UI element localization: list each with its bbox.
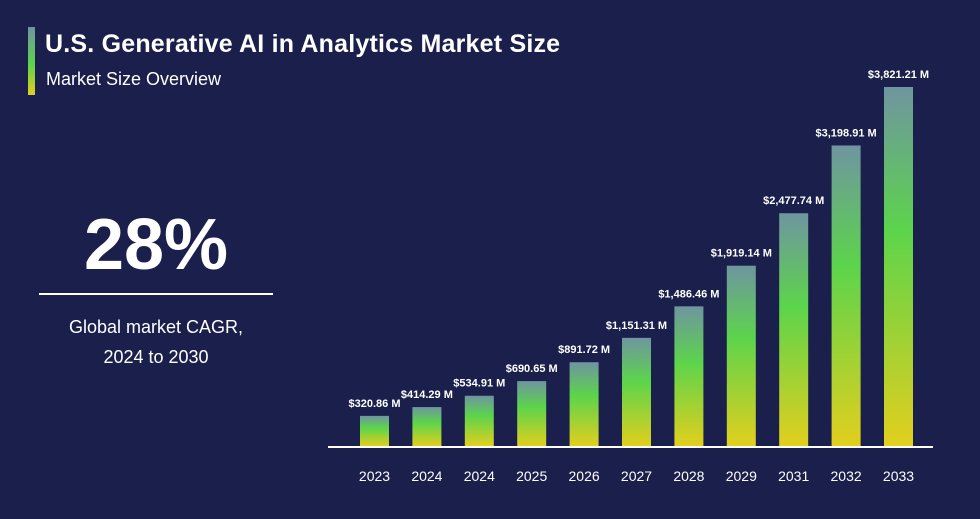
data-label: $690.65 M [506,363,558,375]
x-tick-label: 2026 [569,468,600,484]
bar-2024-1 [412,407,442,446]
data-label: $320.86 M [349,398,401,410]
data-label: $1,919.14 M [711,248,772,260]
bar-2023-0 [360,415,389,446]
x-tick-label: 2024 [411,468,442,484]
data-label: $3,821.21 M [868,69,929,81]
x-tick-label: 2029 [726,468,757,484]
bar-2027-5 [622,337,651,446]
data-label: $891.72 M [558,344,610,356]
x-tick-labels-group: 2023 2024 2024 2025 2026 2027 2028 2029 2031 2032… [359,468,914,484]
data-label: $1,486.46 M [658,288,719,300]
bar-2029-7 [726,265,756,446]
data-label: $2,477.74 M [763,195,824,207]
x-tick-label: 2033 [883,468,914,484]
bar-2033-10 [884,87,913,446]
x-tick-label: 2028 [673,468,704,484]
kpi-divider [39,293,273,295]
data-label: $3,198.91 M [816,127,877,139]
x-tick-label: 2025 [516,468,547,484]
bars-group [360,87,913,446]
data-label: $1,151.31 M [606,320,667,332]
bar-2025-3 [517,381,547,446]
bar-2031-8 [779,213,809,446]
bar-2032-9 [831,145,861,446]
cagr-label-line1: Global market CAGR, [68,317,244,337]
data-labels-group: $320.86 M$414.29 M$534.91 M$690.65 M$891… [349,69,930,410]
bar-2028-6 [674,306,704,446]
chart-subtitle: Market Size Overview [46,69,222,89]
cagr-value: 28% [83,205,229,285]
bar-2026-4 [569,362,599,446]
cagr-label: Global market CAGR, 2024 to 2030 [20,312,292,372]
x-tick-label: 2032 [831,468,862,484]
x-tick-label: 2024 [464,468,495,484]
data-label: $534.91 M [453,378,505,390]
chart-title: U.S. Generative AI in Analytics Market S… [45,30,561,58]
x-tick-label: 2027 [621,468,652,484]
cagr-label-line2: 2024 to 2030 [103,347,209,367]
data-label: $414.29 M [401,389,453,401]
x-tick-label: 2023 [359,468,390,484]
title-accent-bar [28,27,35,95]
x-tick-label: 2031 [778,468,809,484]
bar-2024-2 [464,395,494,446]
